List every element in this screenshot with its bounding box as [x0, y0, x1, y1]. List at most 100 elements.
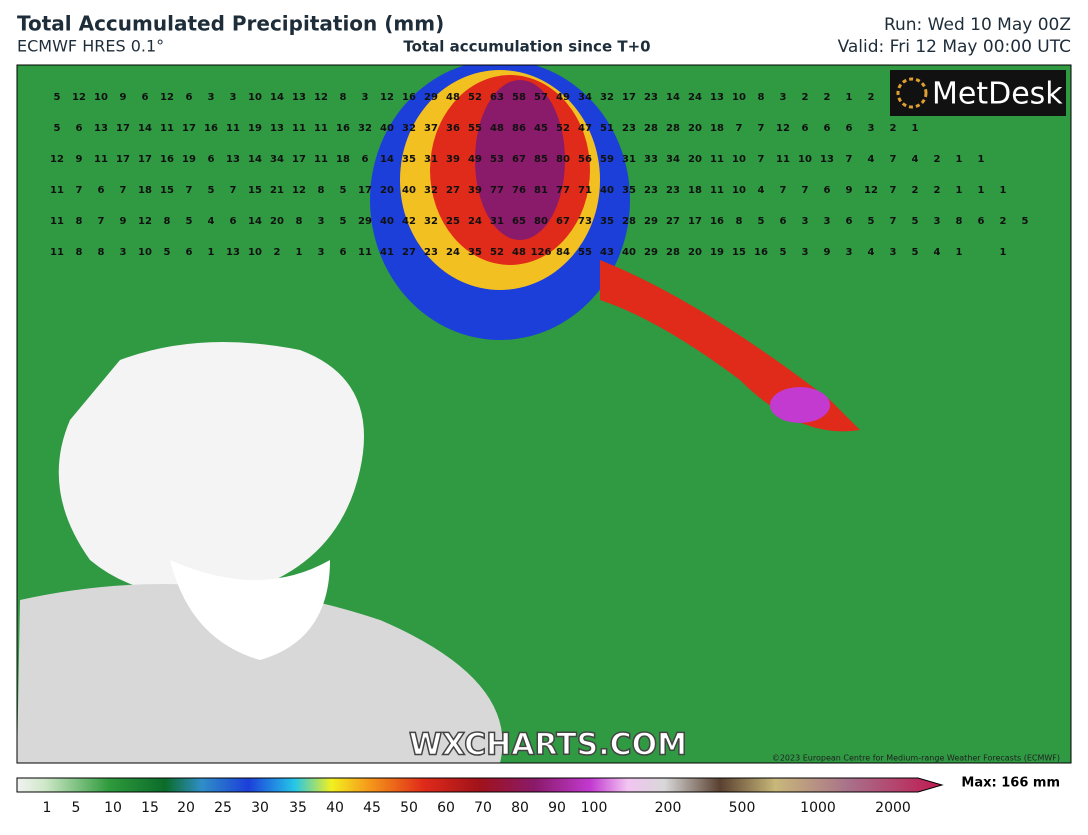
- grid-value: 13: [820, 154, 834, 165]
- grid-value: 17: [182, 123, 196, 134]
- grid-value: 6: [846, 216, 853, 227]
- grid-value: 13: [226, 154, 240, 165]
- grid-value: 6: [186, 92, 193, 103]
- grid-value: 5: [868, 216, 875, 227]
- logo-bg: [890, 70, 1066, 116]
- grid-value: 77: [490, 185, 504, 196]
- grid-value: 35: [468, 247, 482, 258]
- grid-value: 11: [226, 123, 240, 134]
- grid-value: 3: [890, 247, 897, 258]
- grid-value: 5: [1022, 216, 1029, 227]
- grid-value: 18: [710, 123, 724, 134]
- grid-value: 29: [644, 216, 658, 227]
- grid-value: 37: [424, 123, 438, 134]
- grid-value: 31: [622, 154, 636, 165]
- grid-value: 9: [824, 247, 831, 258]
- grid-value: 7: [186, 185, 193, 196]
- grid-value: 23: [622, 123, 636, 134]
- grid-value: 2: [868, 92, 875, 103]
- grid-value: 29: [644, 247, 658, 258]
- grid-value: 3: [846, 247, 853, 258]
- grid-value: 9: [846, 185, 853, 196]
- grid-value: 18: [138, 185, 152, 196]
- grid-value: 52: [468, 92, 482, 103]
- grid-value: 77: [556, 185, 570, 196]
- grid-value: 84: [556, 247, 570, 258]
- grid-value: 19: [248, 123, 262, 134]
- subtitle: Total accumulation since T+0: [403, 38, 650, 56]
- grid-value: 17: [358, 185, 372, 196]
- grid-value: 7: [890, 154, 897, 165]
- grid-value: 20: [380, 185, 394, 196]
- grid-value: 15: [732, 247, 746, 258]
- grid-value: 35: [622, 185, 636, 196]
- grid-value: 13: [270, 123, 284, 134]
- grid-value: 8: [76, 216, 83, 227]
- grid-value: 67: [512, 154, 526, 165]
- grid-value: 12: [380, 92, 394, 103]
- grid-value: 67: [556, 216, 570, 227]
- grid-value: 5: [54, 92, 61, 103]
- grid-value: 16: [402, 92, 416, 103]
- grid-value: 17: [292, 154, 306, 165]
- grid-value: 5: [164, 247, 171, 258]
- grid-value: 1: [1000, 185, 1007, 196]
- grid-value: 7: [758, 123, 765, 134]
- grid-value: 21: [270, 185, 284, 196]
- colorbar-tick-label: 30: [251, 800, 269, 816]
- grid-value: 16: [336, 123, 350, 134]
- grid-value: 76: [512, 185, 526, 196]
- grid-value: 52: [556, 123, 570, 134]
- grid-value: 28: [622, 216, 636, 227]
- grid-value: 14: [270, 92, 284, 103]
- grid-value: 47: [578, 123, 592, 134]
- grid-value: 11: [314, 154, 328, 165]
- grid-value: 11: [94, 154, 108, 165]
- grid-value: 6: [802, 123, 809, 134]
- grid-value: 4: [934, 247, 941, 258]
- grid-value: 4: [868, 154, 875, 165]
- colorbar: [16, 777, 944, 793]
- grid-value: 34: [578, 92, 592, 103]
- grid-value: 7: [76, 185, 83, 196]
- grid-value: 11: [314, 123, 328, 134]
- grid-value: 32: [424, 216, 438, 227]
- colorbar-tick-label: 45: [363, 800, 381, 816]
- grid-value: 55: [468, 123, 482, 134]
- colorbar-tick-label: 40: [326, 800, 344, 816]
- grid-value: 32: [600, 92, 614, 103]
- grid-value: 4: [208, 216, 215, 227]
- grid-value: 11: [776, 154, 790, 165]
- grid-value: 5: [758, 216, 765, 227]
- grid-value: 1: [956, 185, 963, 196]
- grid-value: 20: [688, 123, 702, 134]
- grid-value: 126: [531, 247, 552, 258]
- run: Run: Wed 10 May 00Z: [884, 15, 1071, 35]
- grid-value: 8: [164, 216, 171, 227]
- colorbar-tick-label: 80: [511, 800, 529, 816]
- grid-value: 28: [644, 123, 658, 134]
- grid-value: 3: [780, 92, 787, 103]
- grid-value: 12: [776, 123, 790, 134]
- grid-value: 17: [622, 92, 636, 103]
- grid-value: 3: [208, 92, 215, 103]
- grid-value: 9: [120, 92, 127, 103]
- grid-value: 23: [644, 185, 658, 196]
- grid-value: 32: [358, 123, 372, 134]
- grid-value: 28: [666, 247, 680, 258]
- grid-value: 2: [890, 123, 897, 134]
- grid-value: 15: [248, 185, 262, 196]
- grid-value: 7: [846, 154, 853, 165]
- grid-value: 6: [824, 185, 831, 196]
- rain-area: [770, 387, 830, 423]
- grid-value: 1: [978, 154, 985, 165]
- grid-value: 13: [94, 123, 108, 134]
- grid-value: 80: [534, 216, 548, 227]
- grid-values: 5 12 10 9 6 12 6 3 3 10 14 13 12 8 3 12 16 29 48 52 63 58 57 49…: [50, 92, 1028, 258]
- grid-value: 40: [402, 185, 416, 196]
- grid-value: 1: [956, 247, 963, 258]
- grid-value: 13: [292, 92, 306, 103]
- dry-area: [170, 560, 330, 660]
- grid-value: 34: [270, 154, 284, 165]
